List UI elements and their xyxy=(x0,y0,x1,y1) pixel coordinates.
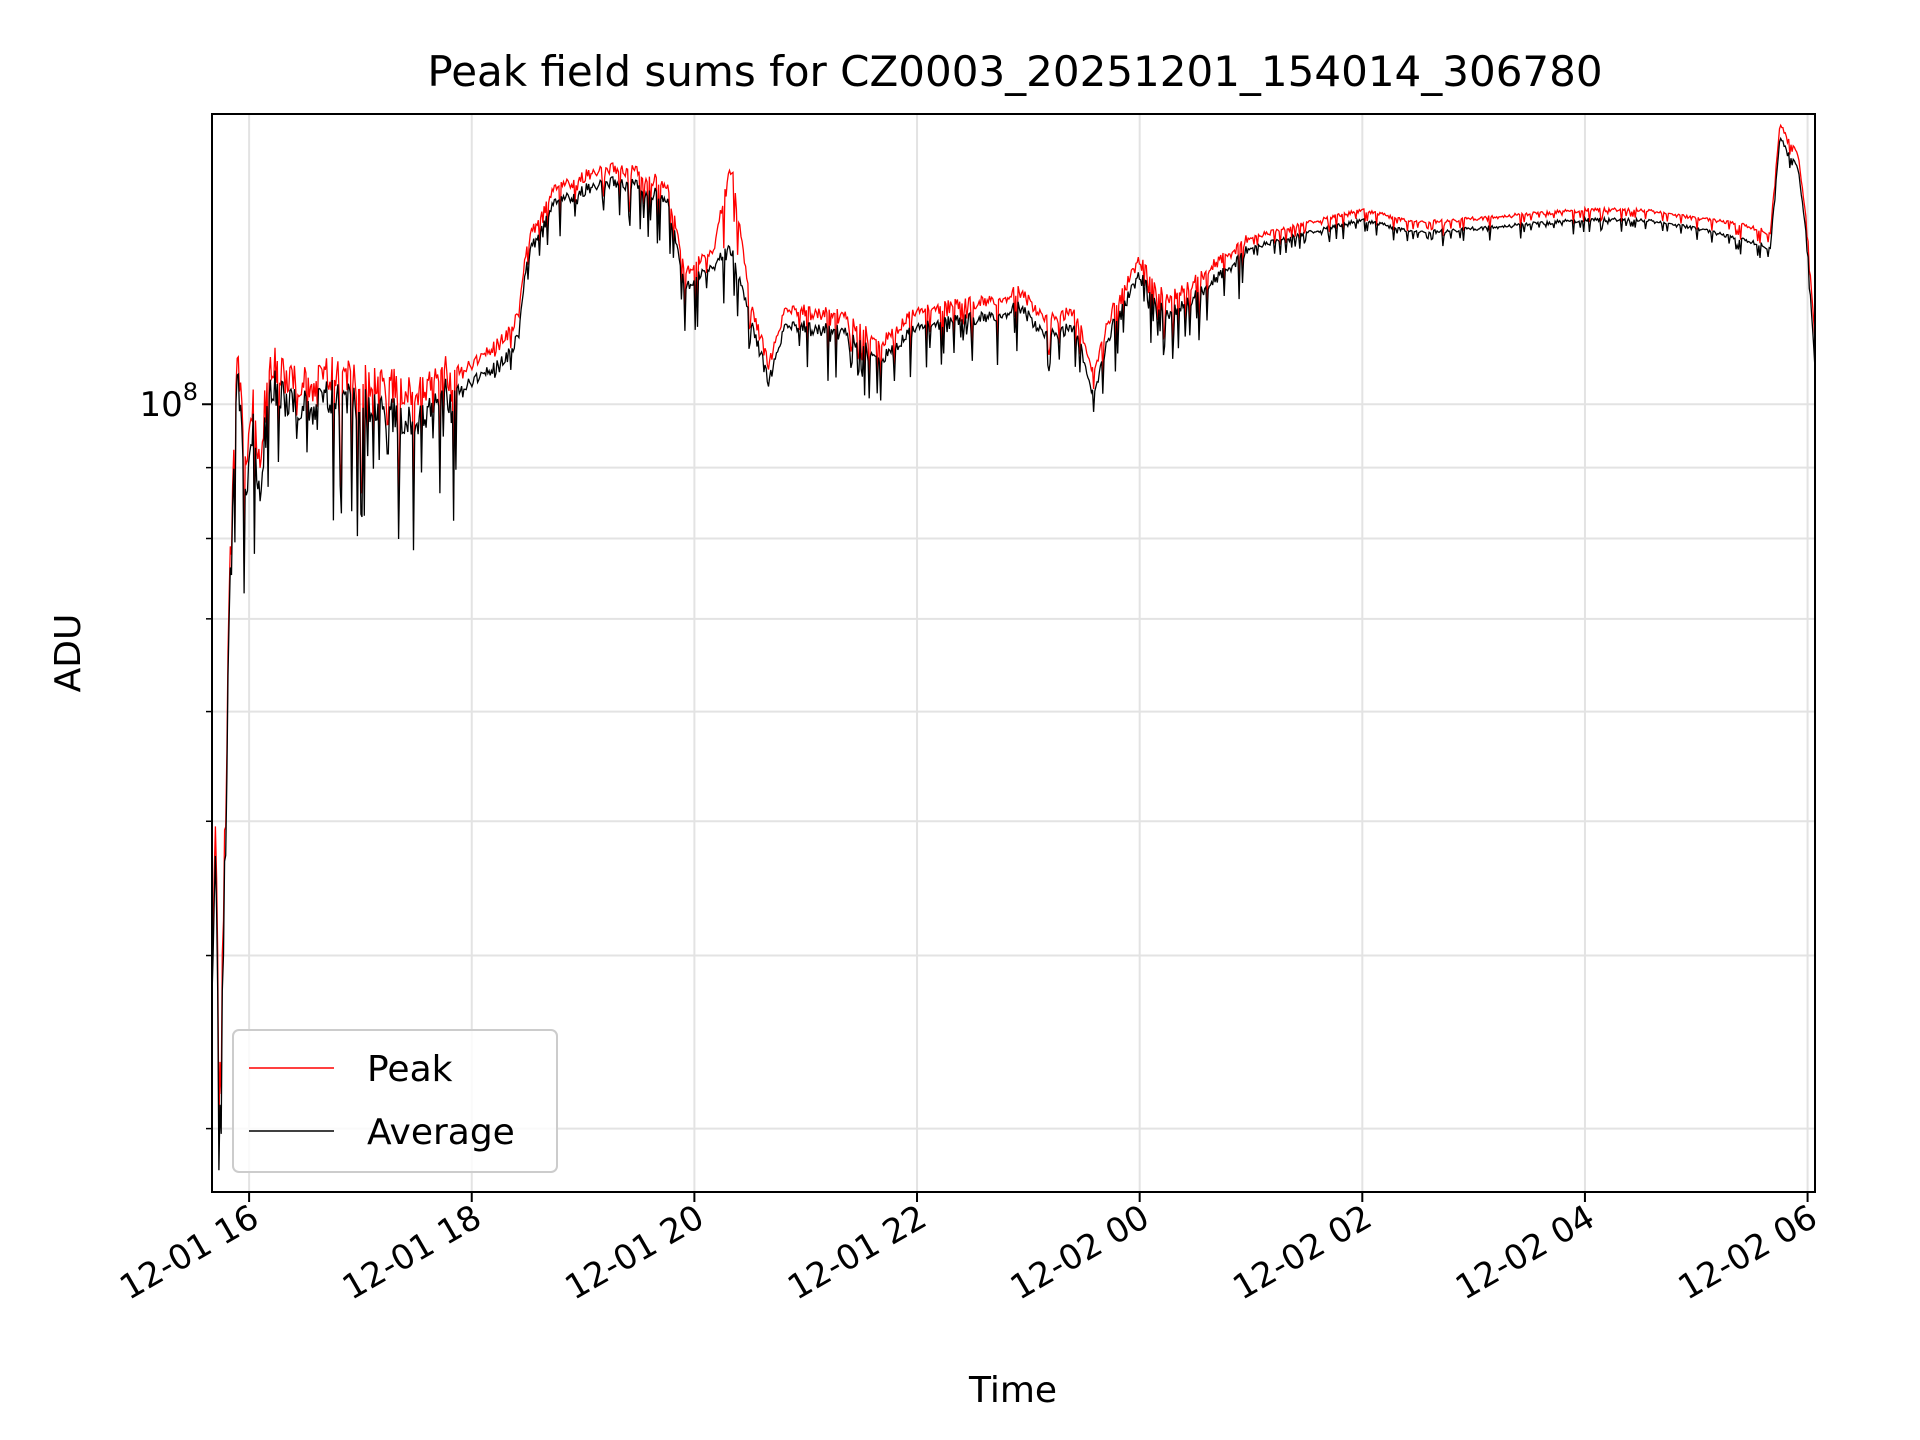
legend: Peak Average xyxy=(232,1029,558,1173)
chart-title: Peak field sums for CZ0003_20251201_1540… xyxy=(427,47,1602,96)
y-axis-label: ADU xyxy=(48,614,89,693)
y-tick-label: 108 xyxy=(139,378,198,425)
series-layer xyxy=(211,123,1816,1171)
series-line-peak xyxy=(211,123,1816,1129)
series-line-average xyxy=(211,136,1816,1171)
legend-box xyxy=(232,1029,558,1173)
legend-label-peak: Peak xyxy=(367,1049,453,1090)
x-axis-label: Time xyxy=(968,1370,1057,1411)
y-tick-label-exponent: 8 xyxy=(183,378,198,406)
plot-frame xyxy=(211,113,1816,1193)
y-tick-label-base: 10 xyxy=(139,385,182,425)
grid-layer xyxy=(212,114,1815,1192)
legend-label-average: Average xyxy=(367,1112,515,1153)
